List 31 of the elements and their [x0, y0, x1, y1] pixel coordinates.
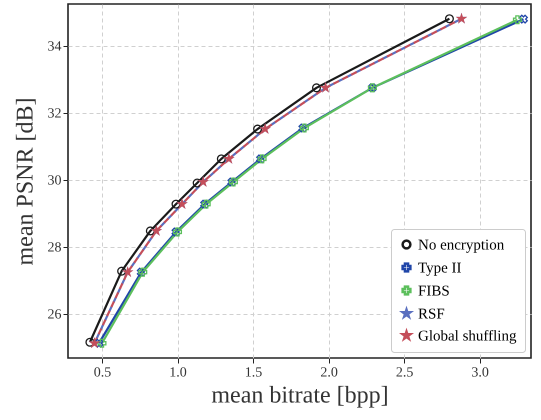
point: [146, 226, 155, 236]
point: [97, 338, 107, 348]
y-tick-label: 28: [48, 240, 62, 256]
y-tick-label: 34: [48, 39, 62, 54]
legend-label: RSF: [418, 306, 445, 322]
point: [518, 14, 528, 24]
x-tick-label: 0.5: [94, 366, 112, 380]
x-tick-label: 1.0: [169, 366, 187, 380]
x-tick-label: 1.5: [244, 366, 262, 380]
point: [512, 15, 522, 24]
x-tick-label: 2.0: [320, 366, 338, 380]
point: [192, 178, 202, 188]
legend-label: No encryption: [418, 238, 505, 254]
legend-label: Type II: [418, 260, 462, 276]
point: [85, 338, 94, 347]
y-tick-label: 32: [48, 106, 62, 122]
y-tick-label: 30: [48, 173, 62, 188]
point: [216, 154, 226, 164]
point: [117, 266, 126, 276]
point: [312, 83, 322, 92]
x-tick-label: 2.5: [396, 366, 414, 380]
y-tick-label: 26: [48, 308, 62, 323]
point: [444, 14, 454, 24]
x-tick-label: 3.0: [471, 366, 489, 380]
point: [253, 124, 262, 134]
point: [94, 338, 104, 348]
x-axis-title: mean bitrate [bpp]: [211, 382, 389, 408]
legend-label: FIBS: [418, 284, 450, 300]
y-axis-title: mean PSNR [dB]: [12, 98, 38, 266]
legend-label: Global shuffling: [418, 328, 517, 344]
point: [171, 200, 181, 209]
